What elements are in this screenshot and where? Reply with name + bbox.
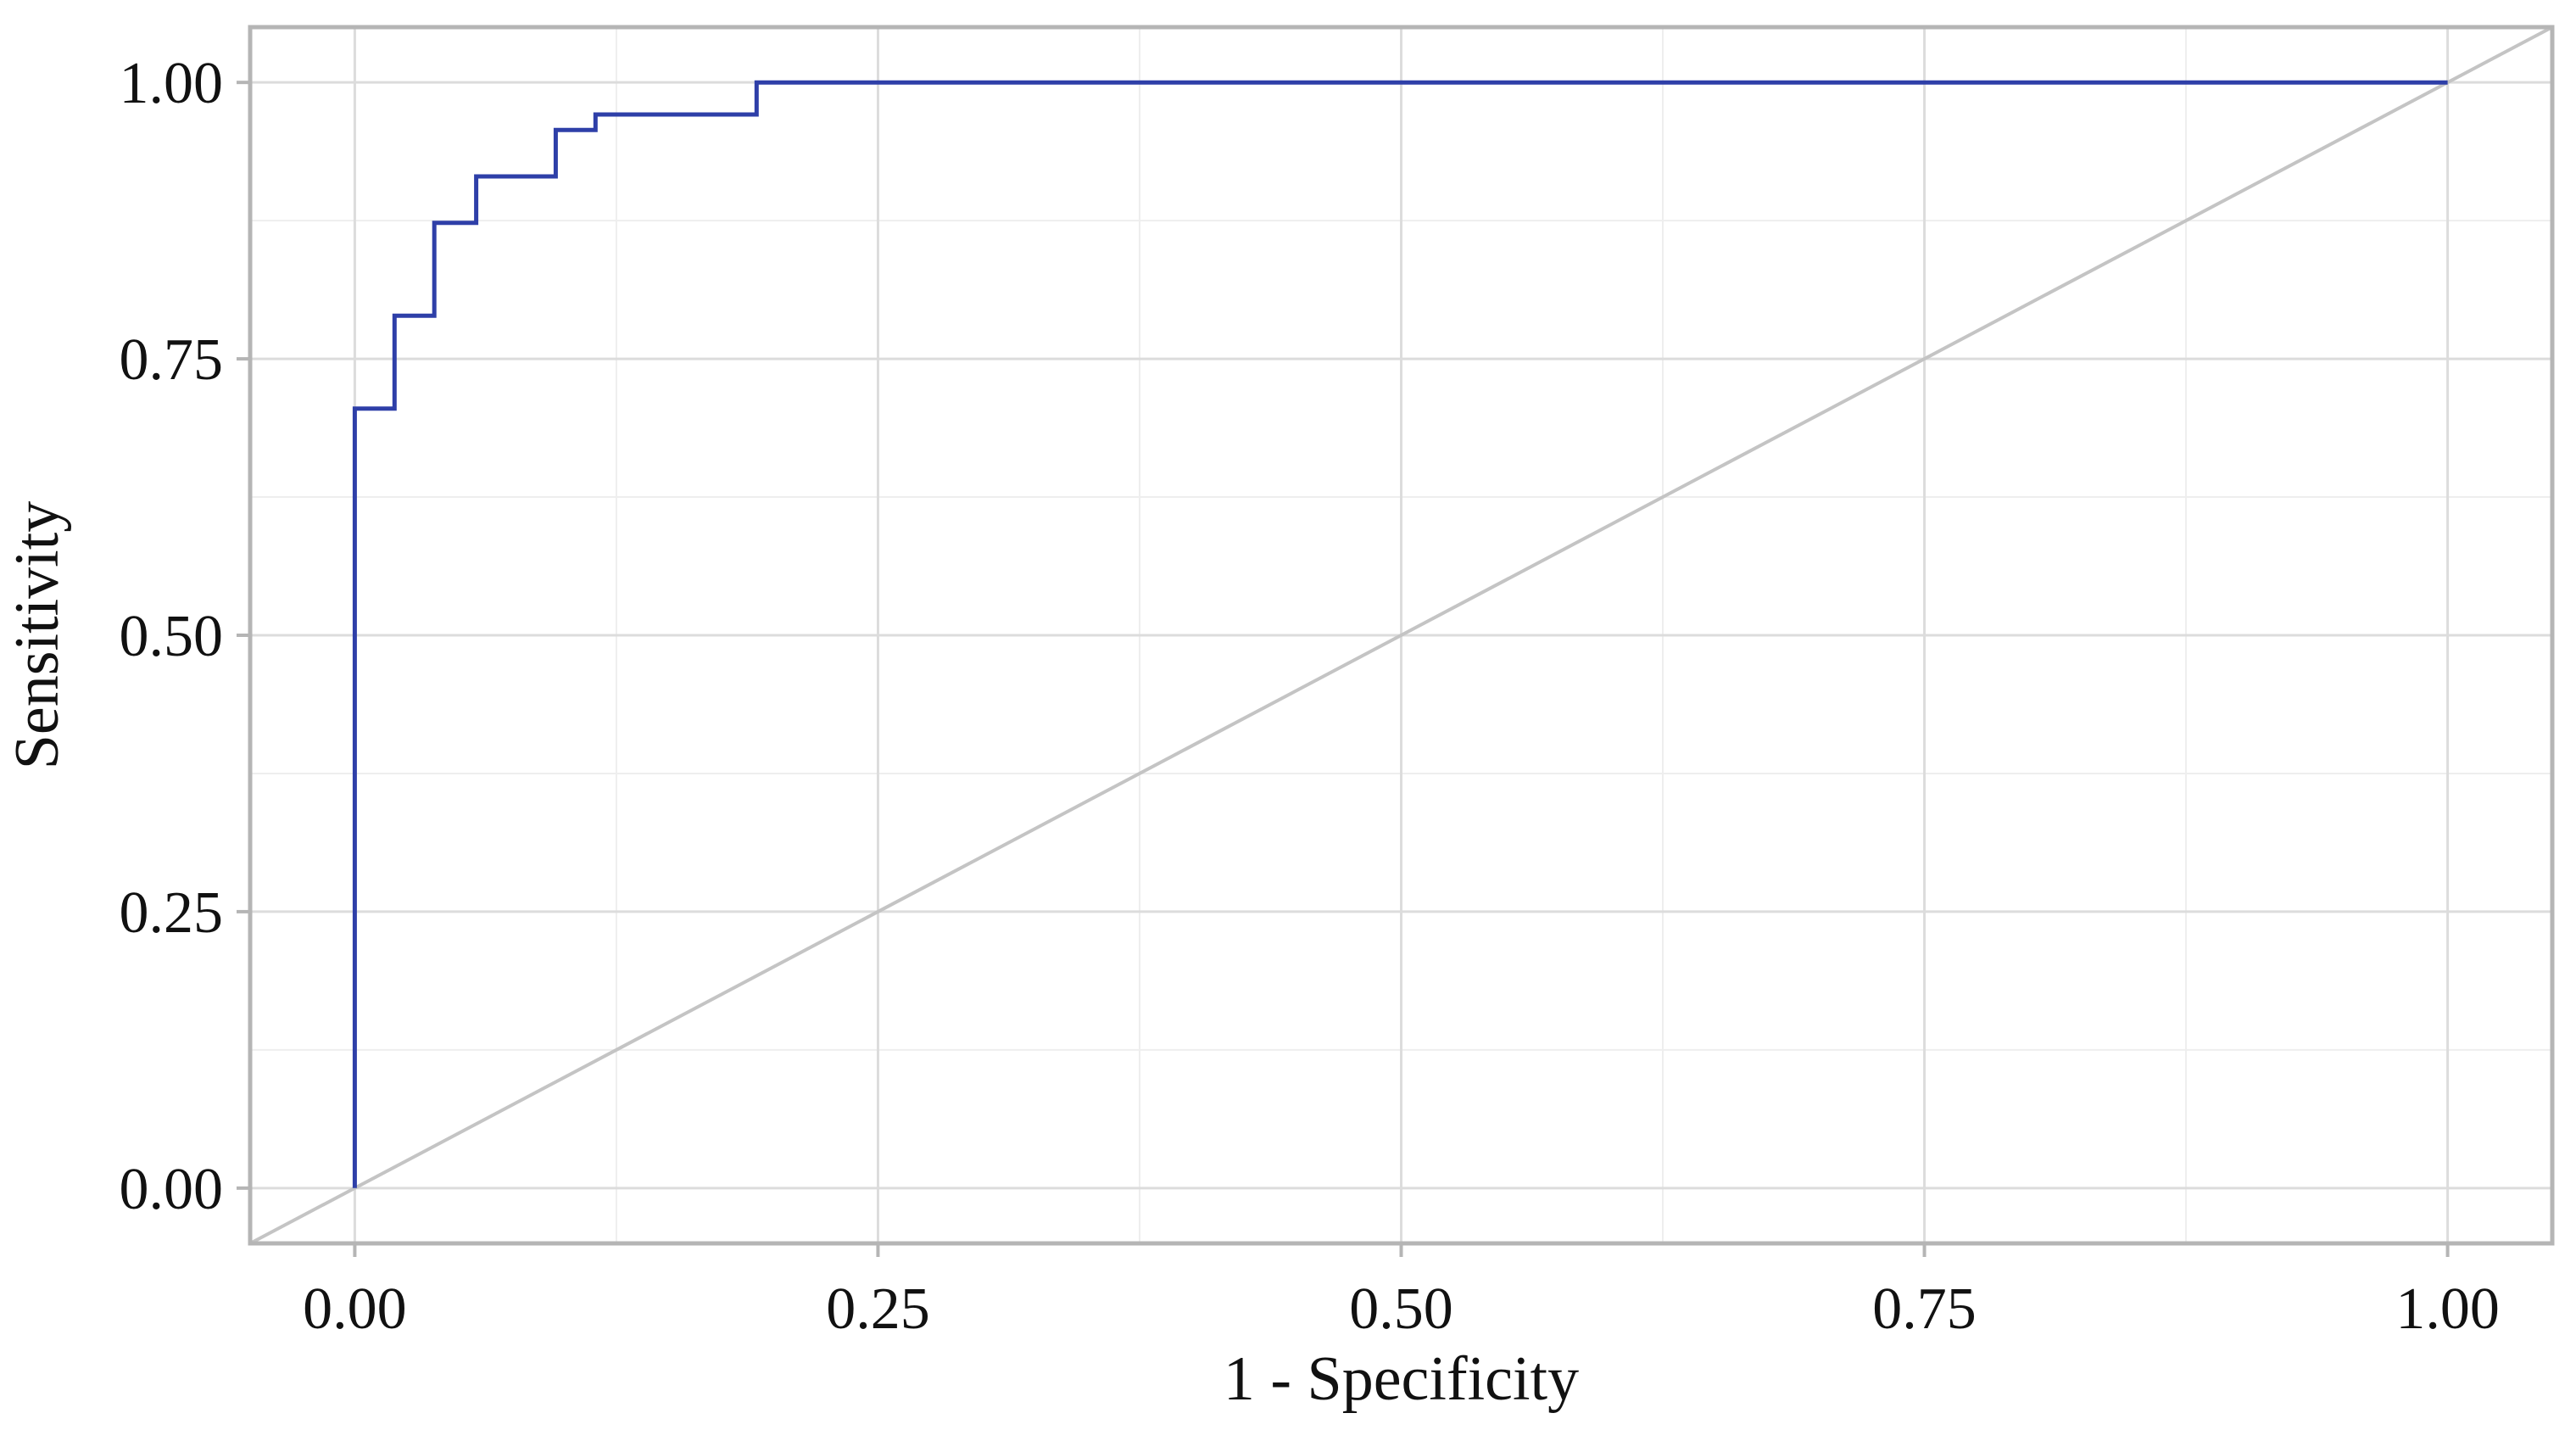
- y-tick-label: 1.00: [120, 51, 224, 116]
- y-tick-label: 0.25: [120, 880, 224, 946]
- x-tick-label: 1.00: [2395, 1276, 2500, 1342]
- y-tick-label: 0.50: [120, 604, 224, 669]
- y-tick-label: 0.00: [120, 1157, 224, 1222]
- x-axis-title: 1 - Specificity: [1224, 1344, 1579, 1414]
- roc-curve-line: [352, 80, 2448, 1188]
- y-axis-title: Sensitivity: [3, 501, 72, 770]
- x-tick-label: 0.75: [1872, 1276, 1977, 1342]
- reference-diagonal-line: [249, 25, 2553, 1245]
- x-tick-label: 0.00: [303, 1276, 407, 1342]
- x-tick-label: 0.25: [826, 1276, 930, 1342]
- series-layer: [249, 25, 2553, 1245]
- y-axis: 0.00 0.25 0.50 0.75 1.00: [120, 51, 250, 1222]
- x-tick-label: 0.50: [1349, 1276, 1453, 1342]
- x-axis: 0.00 0.25 0.50 0.75 1.00: [303, 1243, 2500, 1342]
- y-tick-label: 0.75: [120, 327, 224, 393]
